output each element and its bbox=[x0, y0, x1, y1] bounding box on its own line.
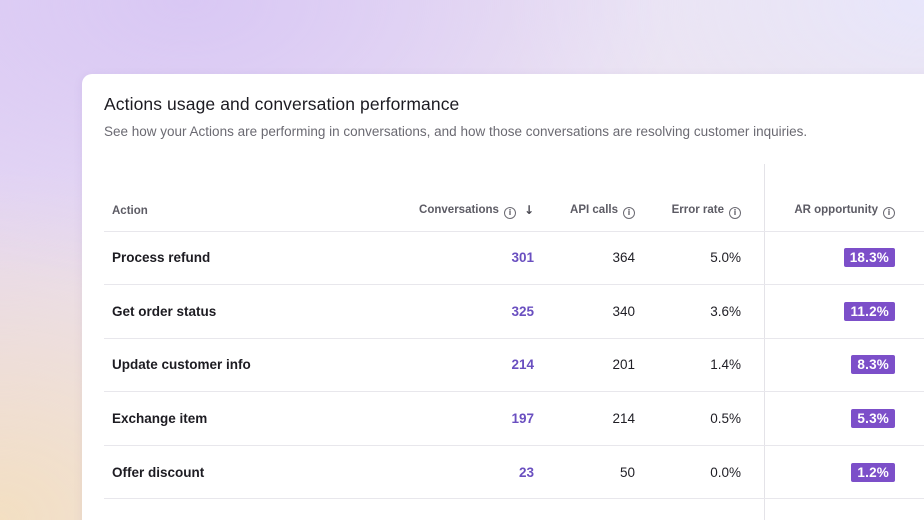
action-name: Offer discount bbox=[104, 445, 366, 500]
row-spacer bbox=[895, 445, 924, 500]
ar-opportunity-cell: 8.3% bbox=[741, 338, 895, 393]
api-calls-value: 214 bbox=[534, 391, 635, 446]
ar-opportunity-badge: 18.3% bbox=[843, 248, 895, 268]
row-spacer bbox=[895, 284, 924, 339]
api-calls-value: 201 bbox=[534, 338, 635, 393]
header-ar-opportunity[interactable]: AR opportunity i bbox=[741, 192, 895, 232]
ar-opportunity-cell: 11.2% bbox=[741, 284, 895, 339]
arrow-down-icon[interactable]: ↓ bbox=[523, 203, 534, 218]
table-row[interactable]: Update customer info 214 201 1.4% 8.3% bbox=[104, 338, 924, 393]
ar-opportunity-cell: 18.3% bbox=[741, 231, 895, 286]
action-name: Exchange item bbox=[104, 391, 366, 446]
conversations-link[interactable]: 197 bbox=[366, 391, 534, 446]
table-header-row: Action Conversations i ↓ API calls i Error … bbox=[104, 192, 924, 232]
info-icon[interactable]: i bbox=[503, 207, 516, 220]
ar-opportunity-badge: 5.3% bbox=[851, 409, 895, 429]
ar-opportunity-cell: 1.2% bbox=[741, 445, 895, 500]
api-calls-value: 340 bbox=[534, 284, 635, 339]
error-rate-value: 5.0% bbox=[635, 231, 741, 286]
table-row[interactable]: Offer discount 23 50 0.0% 1.2% bbox=[104, 445, 924, 500]
row-spacer bbox=[895, 338, 924, 393]
api-calls-value: 50 bbox=[534, 445, 635, 500]
header-conversations-label: Conversations bbox=[419, 204, 499, 217]
conversations-link[interactable]: 23 bbox=[366, 445, 534, 500]
ar-opportunity-badge: 1.2% bbox=[851, 462, 895, 482]
row-spacer bbox=[895, 231, 924, 286]
error-rate-value: 0.0% bbox=[635, 445, 741, 500]
row-spacer bbox=[895, 391, 924, 446]
conversations-link[interactable]: 325 bbox=[366, 284, 534, 339]
card-subtitle: See how your Actions are performing in c… bbox=[104, 124, 808, 139]
action-name: Get order status bbox=[104, 284, 366, 339]
conversations-link[interactable]: 214 bbox=[366, 338, 534, 393]
header-action-label: Action bbox=[112, 205, 148, 218]
card-title: Actions usage and conversation performan… bbox=[104, 94, 460, 114]
ar-opportunity-cell: 5.3% bbox=[741, 391, 895, 446]
header-error-rate[interactable]: Error rate i bbox=[635, 192, 741, 232]
api-calls-value: 364 bbox=[534, 231, 635, 286]
conversations-link[interactable]: 301 bbox=[366, 231, 534, 286]
error-rate-value: 0.5% bbox=[635, 391, 741, 446]
ar-opportunity-badge: 11.2% bbox=[844, 301, 895, 321]
actions-table: Action Conversations i ↓ API calls i Error … bbox=[104, 192, 924, 500]
action-name: Update customer info bbox=[104, 338, 366, 393]
action-name: Process refund bbox=[104, 231, 366, 286]
header-conversations[interactable]: Conversations i ↓ bbox=[366, 192, 534, 232]
header-ar-opportunity-label: AR opportunity bbox=[794, 203, 878, 216]
header-error-rate-label: Error rate bbox=[671, 203, 724, 216]
table-row[interactable]: Get order status 325 340 3.6% 11.2% bbox=[104, 284, 924, 339]
info-icon[interactable]: i bbox=[623, 206, 635, 219]
header-action[interactable]: Action bbox=[104, 192, 366, 232]
error-rate-value: 3.6% bbox=[635, 284, 741, 339]
header-api-calls-label: API calls bbox=[570, 203, 618, 216]
header-spacer bbox=[895, 192, 924, 232]
ar-opportunity-badge: 8.3% bbox=[851, 355, 895, 375]
header-api-calls[interactable]: API calls i bbox=[534, 192, 635, 232]
info-icon[interactable]: i bbox=[729, 206, 741, 219]
table-row[interactable]: Process refund 301 364 5.0% 18.3% bbox=[104, 231, 924, 286]
actions-performance-card: Actions usage and conversation performan… bbox=[82, 74, 924, 520]
info-icon[interactable]: i bbox=[883, 206, 895, 219]
error-rate-value: 1.4% bbox=[635, 338, 741, 393]
table-row[interactable]: Exchange item 197 214 0.5% 5.3% bbox=[104, 391, 924, 446]
